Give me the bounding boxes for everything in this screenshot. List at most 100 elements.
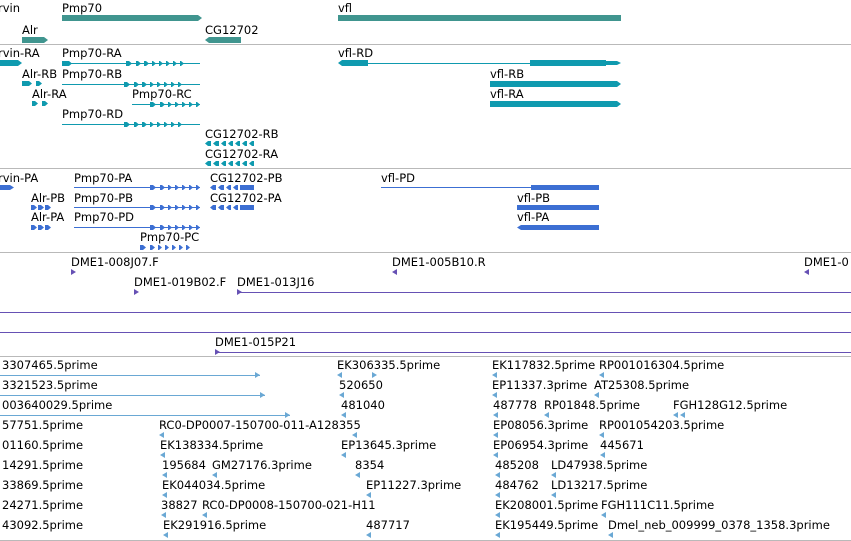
exon-block[interactable] <box>31 225 37 230</box>
exon-block[interactable] <box>182 102 186 107</box>
feature-label[interactable]: Pmp70-RC <box>132 87 192 101</box>
exon-block[interactable] <box>175 185 179 190</box>
feature-label[interactable]: RP01848.5prime <box>544 398 640 412</box>
exon-block[interactable] <box>142 82 147 87</box>
feature-label[interactable]: 520650 <box>339 378 383 392</box>
feature-label[interactable]: Pmp70-PD <box>74 210 135 224</box>
feature-label[interactable]: EK208001.5prime <box>495 498 599 512</box>
exon-block[interactable] <box>124 122 130 127</box>
feature-label[interactable]: LD13217.5prime <box>551 478 648 492</box>
exon-block[interactable] <box>196 185 200 190</box>
feature-label[interactable]: CG12702-RB <box>205 127 279 141</box>
feature-label[interactable]: Alr-RB <box>22 67 58 81</box>
feature-label[interactable]: 445671 <box>600 438 644 452</box>
exon-block[interactable] <box>150 122 154 127</box>
feature-label[interactable]: rvin-PA <box>0 171 39 185</box>
exon-block[interactable] <box>168 102 172 107</box>
feature-bar[interactable] <box>0 185 14 190</box>
feature-label[interactable]: 38827 <box>161 498 198 512</box>
feature-label[interactable]: EP08056.3prime <box>493 418 589 432</box>
feature-bar[interactable] <box>490 81 603 87</box>
exon-block[interactable] <box>196 102 200 107</box>
feature-label[interactable]: EP13645.3prime <box>341 438 437 452</box>
feature-label[interactable]: rvin-RA <box>0 46 40 60</box>
exon-block[interactable] <box>178 82 182 87</box>
exon-block[interactable] <box>235 141 240 146</box>
exon-block[interactable] <box>126 61 132 66</box>
exon-block[interactable] <box>182 185 186 190</box>
exon-block[interactable] <box>134 122 139 127</box>
feature-label[interactable]: rvin <box>0 1 21 15</box>
feature-label[interactable]: Dmel_neb_009999_0378_1358.3prime <box>608 518 830 532</box>
exon-block[interactable] <box>160 185 165 190</box>
exon-block[interactable] <box>150 225 156 230</box>
exon-block[interactable] <box>150 245 155 250</box>
feature-label[interactable]: vfl <box>338 1 353 15</box>
exon-block[interactable] <box>144 61 149 66</box>
exon-block[interactable] <box>189 205 193 210</box>
feature-label[interactable]: Alr-PB <box>31 191 66 205</box>
feature-label[interactable]: EK291916.5prime <box>163 518 267 532</box>
feature-label[interactable]: EP11337.3prime <box>492 378 588 392</box>
feature-label[interactable]: DME1-019B02.F <box>134 275 227 289</box>
exon-block[interactable] <box>213 141 219 146</box>
feature-bar[interactable] <box>205 37 241 43</box>
feature-label[interactable]: Alr-RA <box>32 87 67 101</box>
exon-block[interactable] <box>186 245 190 250</box>
feature-label[interactable]: AT25308.5prime <box>594 378 690 392</box>
exon-block[interactable] <box>164 122 168 127</box>
exon-block[interactable] <box>221 141 226 146</box>
feature-label[interactable]: 01160.5prime <box>2 438 84 452</box>
exon-block[interactable] <box>189 225 193 230</box>
exon-block[interactable] <box>150 185 156 190</box>
feature-bar[interactable] <box>517 225 599 230</box>
feature-label[interactable]: Pmp70 <box>62 1 103 15</box>
feature-label[interactable]: EK117832.5prime <box>492 358 596 372</box>
exon-block[interactable] <box>233 205 238 210</box>
feature-label[interactable]: 57751.5prime <box>2 418 84 432</box>
feature-label[interactable]: CG12702-PB <box>210 171 283 185</box>
feature-label[interactable]: 24271.5prime <box>2 498 84 512</box>
exon-block[interactable] <box>249 141 254 146</box>
feature-label[interactable]: 003640029.5prime <box>2 398 113 412</box>
feature-label[interactable]: EP11227.3prime <box>366 478 462 492</box>
feature-label[interactable]: 481040 <box>341 398 385 412</box>
exon-block[interactable] <box>175 205 179 210</box>
feature-label[interactable]: Alr <box>22 23 38 37</box>
exon-block[interactable] <box>226 205 231 210</box>
exon-block[interactable] <box>189 185 193 190</box>
feature-label[interactable]: EK195449.5prime <box>495 518 599 532</box>
exon-block[interactable] <box>160 225 165 230</box>
exon-block[interactable] <box>140 245 146 250</box>
feature-label[interactable]: LD47938.5prime <box>551 458 648 472</box>
feature-bar[interactable] <box>240 185 254 190</box>
exon-block[interactable] <box>31 205 37 210</box>
exon-block[interactable] <box>152 61 156 66</box>
feature-label[interactable]: 8354 <box>355 458 385 472</box>
feature-label[interactable]: 487717 <box>366 518 410 532</box>
feature-bar[interactable] <box>603 81 621 87</box>
exon-block[interactable] <box>165 245 169 250</box>
exon-block[interactable] <box>228 161 233 166</box>
feature-bar[interactable] <box>22 37 48 43</box>
exon-block[interactable] <box>180 61 184 66</box>
exon-block[interactable] <box>38 205 44 210</box>
feature-label[interactable]: RP001054203.5prime <box>599 418 725 432</box>
exon-block[interactable] <box>45 225 51 230</box>
exon-block[interactable] <box>210 185 216 190</box>
feature-label[interactable]: CG12702-PA <box>210 191 282 205</box>
exon-block[interactable] <box>182 225 186 230</box>
exon-block[interactable] <box>160 205 165 210</box>
exon-block[interactable] <box>134 82 139 87</box>
feature-label[interactable]: 484762 <box>495 478 539 492</box>
exon-block[interactable] <box>171 82 175 87</box>
feature-label[interactable]: EK306335.5prime <box>337 358 441 372</box>
exon-block[interactable] <box>233 185 238 190</box>
feature-label[interactable]: EK044034.5prime <box>162 478 266 492</box>
feature-bar[interactable] <box>531 185 599 190</box>
feature-bar[interactable] <box>530 60 606 66</box>
feature-label[interactable]: Alr-PA <box>31 210 65 224</box>
feature-label[interactable]: CG12702 <box>205 23 259 37</box>
feature-label[interactable]: 43092.5prime <box>2 518 84 532</box>
feature-bar[interactable] <box>62 15 202 21</box>
